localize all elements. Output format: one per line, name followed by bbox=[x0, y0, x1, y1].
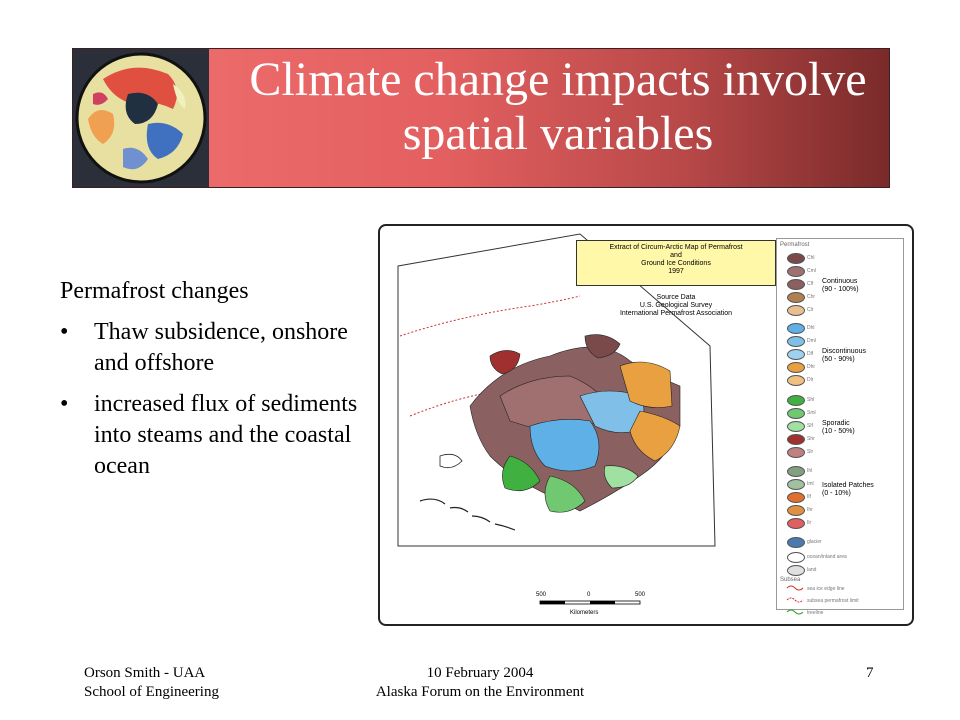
legend-category: Continuous (90 - 100%) bbox=[821, 277, 860, 295]
legend-swatch bbox=[787, 323, 805, 334]
legend-code: Ihr bbox=[807, 507, 813, 513]
line-symbols bbox=[786, 585, 804, 615]
legend-swatch bbox=[787, 505, 805, 516]
footer-author-name: Orson Smith - UAA bbox=[84, 665, 206, 681]
legend-line-label: sea ice edge line bbox=[807, 586, 845, 592]
footer-event-name: Alaska Forum on the Environment bbox=[375, 684, 585, 700]
legend-code: Dhr bbox=[807, 364, 816, 370]
map-legend: Permafrost Chl Cml Clf Chr Clr Continuou… bbox=[776, 238, 904, 616]
scale-tick-label: 0 bbox=[587, 592, 591, 598]
legend-code: Shr bbox=[807, 436, 815, 442]
bullet-icon: • bbox=[60, 319, 69, 345]
map-source-line: International Permafrost Association bbox=[619, 310, 733, 317]
map-title-box: Extract of Circum-Arctic Map of Permafro… bbox=[576, 240, 776, 286]
ocean-swatch bbox=[787, 552, 805, 563]
legend-code: Shl bbox=[807, 397, 815, 403]
legend-code: Iml bbox=[807, 481, 814, 487]
legend-swatch bbox=[787, 479, 805, 490]
legend-swatch bbox=[787, 305, 805, 316]
arctic-globe-image bbox=[73, 49, 209, 187]
legend-code: Ilr bbox=[807, 520, 812, 526]
legend-code: Ilf bbox=[807, 494, 811, 500]
legend-swatch bbox=[787, 395, 805, 406]
legend-other-label: land bbox=[807, 567, 817, 573]
slide-body: Permafrost changes • Thaw subsidence, on… bbox=[60, 276, 380, 492]
scale-tick-label: 500 bbox=[635, 592, 646, 598]
scale-unit-label: Kilometers bbox=[570, 610, 599, 616]
map-title-line: 1997 bbox=[668, 268, 684, 275]
legend-swatch bbox=[787, 408, 805, 419]
legend-other-label: ocean/inland area bbox=[807, 554, 847, 560]
legend-code: Cml bbox=[807, 268, 816, 274]
legend-code: Slr bbox=[807, 449, 814, 455]
map-title-line: and bbox=[670, 252, 682, 259]
legend-swatch bbox=[787, 266, 805, 277]
legend-swatch bbox=[787, 279, 805, 290]
legend-code: Sml bbox=[807, 410, 816, 416]
legend-code: Dlr bbox=[807, 377, 814, 383]
permafrost-map: Extract of Circum-Arctic Map of Permafro… bbox=[378, 224, 914, 626]
map-source: Source Data U.S. Geological Survey Inter… bbox=[576, 294, 776, 318]
footer-affiliation: School of Engineering bbox=[84, 684, 219, 700]
legend-swatch bbox=[787, 518, 805, 529]
legend-header: Permafrost bbox=[780, 242, 810, 248]
legend-swatch bbox=[787, 421, 805, 432]
legend-code: Slf bbox=[807, 423, 813, 429]
legend-code: Clr bbox=[807, 307, 814, 313]
legend-category: Discontinuous (50 - 90%) bbox=[821, 347, 867, 365]
legend-code: Ihl bbox=[807, 468, 813, 474]
scale-tick-label: 500 bbox=[536, 592, 547, 598]
bullet-item: • increased flux of sediments into steam… bbox=[60, 389, 380, 482]
footer-event: 10 February 2004 Alaska Forum on the Env… bbox=[348, 664, 612, 702]
legend-line-label: treeline bbox=[807, 610, 824, 616]
legend-swatch bbox=[787, 292, 805, 303]
legend-code: Dhl bbox=[807, 325, 815, 331]
map-graphic bbox=[397, 233, 716, 605]
legend-swatch bbox=[787, 362, 805, 373]
land-swatch bbox=[787, 565, 805, 576]
legend-line-label: subsea permafrost limit bbox=[807, 598, 859, 604]
lead-text: Permafrost changes bbox=[60, 278, 249, 304]
legend-swatch bbox=[787, 375, 805, 386]
legend-code: Clf bbox=[807, 281, 814, 287]
glacier-swatch bbox=[787, 537, 805, 548]
legend-code: Chr bbox=[807, 294, 816, 300]
slide-number: 7 bbox=[866, 665, 874, 681]
legend-lines-header: Subsea bbox=[780, 577, 801, 583]
slide-title: Climate change impacts involve spatial v… bbox=[249, 53, 867, 160]
legend-swatch bbox=[787, 434, 805, 445]
legend-code: Dml bbox=[807, 338, 816, 344]
bullet-text: increased flux of sediments into steams … bbox=[94, 391, 358, 479]
map-source-line: U.S. Geological Survey bbox=[639, 302, 713, 309]
bullet-text: Thaw subsidence, onshore and offshore bbox=[94, 319, 348, 376]
bullet-icon: • bbox=[60, 391, 69, 417]
legend-code: Chl bbox=[807, 255, 815, 261]
legend-category: Isolated Patches (0 - 10%) bbox=[821, 481, 875, 499]
map-title-line: Extract of Circum-Arctic Map of Permafro… bbox=[609, 244, 743, 251]
legend-swatch bbox=[787, 349, 805, 360]
legend-swatch bbox=[787, 447, 805, 458]
title-banner: Climate change impacts involve spatial v… bbox=[72, 48, 890, 188]
map-title-line: Ground Ice Conditions bbox=[641, 260, 711, 267]
legend-swatch bbox=[787, 336, 805, 347]
footer-date: 10 February 2004 bbox=[426, 665, 534, 681]
map-source-line: Source Data bbox=[656, 294, 696, 301]
bullet-list: • Thaw subsidence, onshore and offshore … bbox=[60, 317, 380, 482]
legend-swatch bbox=[787, 466, 805, 477]
legend-other-label: glacier bbox=[807, 539, 822, 545]
footer-author: Orson Smith - UAA School of Engineering bbox=[84, 664, 219, 702]
legend-code: Dlf bbox=[807, 351, 814, 357]
legend-swatch bbox=[787, 492, 805, 503]
legend-category: Sporadic (10 - 50%) bbox=[821, 419, 856, 437]
bullet-item: • Thaw subsidence, onshore and offshore bbox=[60, 317, 380, 379]
legend-swatch bbox=[787, 253, 805, 264]
